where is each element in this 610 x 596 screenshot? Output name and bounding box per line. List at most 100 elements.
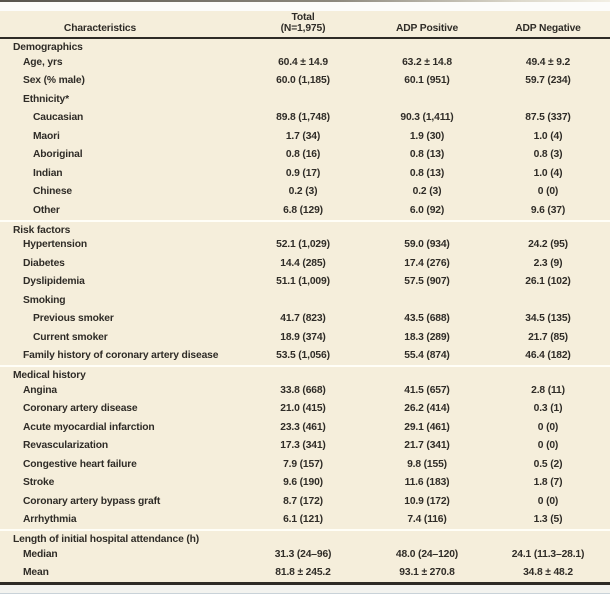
cell-adp-negative: 49.4 ± 9.2 [525, 56, 571, 68]
cell-adp-positive: 1.9 (30) [409, 130, 445, 142]
cell-adp-positive: 90.3 (1,411) [400, 112, 454, 124]
row-label: Stroke [23, 477, 55, 489]
scan-bottom-edge [0, 585, 610, 594]
cell-total: 60.0 (1,185) [276, 75, 330, 87]
cell-adp-negative: 2.3 (9) [533, 257, 563, 269]
row-label: Caucasian [33, 112, 84, 124]
cell-total: 9.6 (190) [283, 477, 323, 489]
row-label: Aboriginal [33, 149, 83, 161]
table-section: Length of initial hospital attendance (h… [0, 529, 610, 582]
row-label: Smoking [23, 294, 66, 306]
cell-adp-positive: 59.0 (934) [404, 239, 450, 251]
cell-total: 52.1 (1,029) [276, 239, 330, 251]
cell-adp-negative: 34.8 ± 48.2 [523, 567, 573, 579]
cell-total: 7.9 (157) [283, 458, 323, 470]
cell-adp-positive: 57.5 (907) [404, 276, 450, 288]
cell-adp-negative: 2.8 (11) [531, 384, 565, 396]
table-row: Maori 1.7 (34) 1.9 (30) 1.0 (4) [0, 127, 610, 146]
table-section: Demographics Age, yrs 60.4 ± 14.9 63.2 ± 14… [0, 39, 610, 220]
row-label: Congestive heart failure [23, 458, 137, 470]
cell-adp-negative: 59.7 (234) [525, 75, 571, 87]
table-row: Coronary artery disease 21.0 (415) 26.2 (4… [0, 400, 610, 419]
table-row: Dyslipidemia 51.1 (1,009) 57.5 (907) 26.1 (… [0, 273, 610, 292]
cell-adp-positive: 0.8 (13) [409, 149, 445, 161]
header-total-line2: (N=1,975) [280, 23, 326, 34]
cell-total: 41.7 (823) [280, 313, 326, 325]
table-row: Angina 33.8 (668) 41.5 (657) 2.8 (11) [0, 381, 610, 400]
section-title: Medical history [13, 370, 86, 381]
table-row: Mean 81.8 ± 245.2 93.1 ± 270.8 34.8 ± 48.2 [0, 564, 610, 583]
cell-adp-positive: 0.8 (13) [409, 167, 445, 179]
cell-adp-negative: 26.1 (102) [525, 276, 571, 288]
cell-total: 6.8 (129) [283, 204, 323, 216]
cell-adp-positive: 93.1 ± 270.8 [399, 567, 455, 579]
cell-total: 18.9 (374) [280, 331, 326, 343]
table-row: Family history of coronary artery diseas… [0, 347, 610, 366]
cell-adp-positive: 41.5 (657) [404, 384, 450, 396]
table-row: Other 6.8 (129) 6.0 (92) 9.6 (37) [0, 201, 610, 220]
cell-adp-negative: 0 (0) [537, 186, 559, 198]
section-title: Demographics [13, 42, 83, 53]
row-label: Indian [33, 167, 63, 179]
row-label: Maori [33, 130, 60, 142]
table-row: Sex (% male) 60.0 (1,185) 60.1 (951) 59.7 (… [0, 72, 610, 91]
cell-adp-positive: 17.4 (276) [404, 257, 450, 269]
cell-total: 81.8 ± 245.2 [275, 567, 331, 579]
row-label: Coronary artery disease [23, 403, 138, 415]
cell-adp-positive: 63.2 ± 14.8 [402, 56, 452, 68]
table-row: Previous smoker 41.7 (823) 43.5 (688) 34.5 … [0, 310, 610, 329]
table-row: Acute myocardial infarction 23.3 (461) 29.… [0, 418, 610, 437]
cell-adp-positive: 43.5 (688) [404, 313, 450, 325]
table-bottom-rule [0, 582, 610, 585]
table-row: Current smoker 18.9 (374) 18.3 (289) 21.7 (… [0, 328, 610, 347]
cell-total: 0.2 (3) [288, 186, 318, 198]
cell-total: 31.3 (24–96) [274, 548, 332, 560]
table-row: Chinese 0.2 (3) 0.2 (3) 0 (0) [0, 183, 610, 202]
row-label: Diabetes [23, 257, 65, 269]
cell-adp-positive: 6.0 (92) [409, 204, 445, 216]
cell-adp-negative: 0 (0) [537, 440, 559, 452]
cell-adp-negative: 9.6 (37) [530, 204, 566, 216]
cell-total: 17.3 (341) [280, 440, 326, 452]
cell-total: 14.4 (285) [280, 257, 326, 269]
cell-total: 8.7 (172) [283, 495, 323, 507]
table-section: Risk factors Hypertension 52.1 (1,029) 59.0… [0, 219, 610, 366]
table-row: Indian 0.9 (17) 0.8 (13) 1.0 (4) [0, 164, 610, 183]
table-row: Caucasian 89.8 (1,748) 90.3 (1,411) 87.5 (3… [0, 109, 610, 128]
cell-adp-negative: 0 (0) [537, 421, 559, 433]
cell-adp-negative: 46.4 (182) [525, 350, 571, 362]
row-label: Ethnicity* [23, 93, 69, 105]
cell-total: 21.0 (415) [280, 403, 326, 415]
table-row: Congestive heart failure 7.9 (157) 9.8 (15… [0, 455, 610, 474]
row-label: Family history of coronary artery diseas… [23, 350, 219, 362]
cell-adp-negative: 0.8 (3) [533, 149, 563, 161]
cell-adp-positive: 18.3 (289) [404, 331, 450, 343]
table-section: Medical history Angina 33.8 (668) 41.5 (657… [0, 365, 610, 529]
table-row: Revascularization 17.3 (341) 21.7 (341) 0 (… [0, 437, 610, 456]
header-total-line1: Total [291, 12, 315, 23]
table-row: Ethnicity* [0, 90, 610, 109]
cell-total: 89.8 (1,748) [276, 112, 330, 124]
cell-adp-positive: 11.6 (183) [404, 477, 450, 489]
row-label: Other [33, 204, 60, 216]
cell-adp-negative: 0.5 (2) [533, 458, 563, 470]
cell-adp-negative: 87.5 (337) [525, 112, 571, 124]
cell-adp-positive: 55.4 (874) [404, 350, 450, 362]
cell-adp-negative: 24.1 (11.3–28.1) [511, 548, 585, 560]
cell-adp-positive: 29.1 (461) [404, 421, 450, 433]
table-row: Hypertension 52.1 (1,029) 59.0 (934) 24.2 (… [0, 236, 610, 255]
table-header-row: Characteristics Total (N=1,975) ADP Posi… [0, 11, 610, 39]
header-characteristics: Characteristics [63, 23, 137, 34]
cell-adp-positive: 48.0 (24–120) [395, 548, 459, 560]
cell-total: 6.1 (121) [283, 514, 323, 526]
cell-adp-positive: 7.4 (116) [407, 514, 447, 526]
row-label: Coronary artery bypass graft [23, 495, 161, 507]
cell-adp-negative: 1.8 (7) [533, 477, 563, 489]
row-label: Current smoker [33, 331, 108, 343]
row-label: Hypertension [23, 239, 87, 251]
cell-adp-positive: 9.8 (155) [407, 458, 447, 470]
table-body: Demographics Age, yrs 60.4 ± 14.9 63.2 ± 14… [0, 39, 610, 582]
cell-adp-negative: 0.3 (1) [533, 403, 563, 415]
characteristics-table: Characteristics Total (N=1,975) ADP Posi… [0, 11, 610, 582]
